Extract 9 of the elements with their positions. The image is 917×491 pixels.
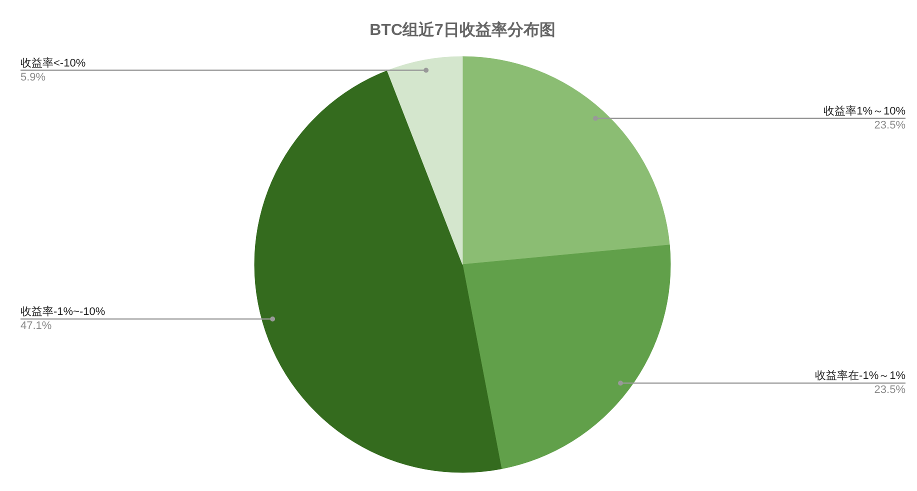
slice-label: 收益率-1%~-10% [20, 305, 106, 318]
slice-label: 收益率<-10% [20, 56, 86, 70]
data-label: 23.5% [874, 119, 906, 132]
data-label: 47.1% [20, 320, 52, 332]
slice-label: 收益率1%～10% [824, 104, 906, 118]
data-label: 23.5% [874, 384, 906, 396]
slice-label: 收益率在-1%～1% [815, 369, 906, 382]
data-label: 5.9% [20, 71, 46, 84]
chart-title: BTC组近7日收益率分布图 [370, 20, 556, 39]
